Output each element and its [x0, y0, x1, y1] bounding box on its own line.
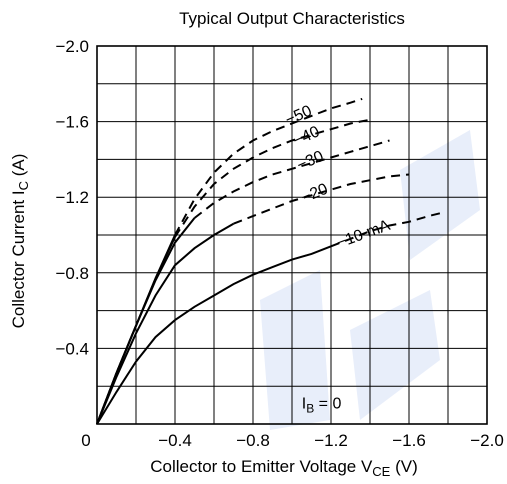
watermark-shape-1 [260, 270, 330, 430]
y-tick-label: −1.6 [55, 113, 89, 132]
plot-frame [96, 45, 488, 425]
y-tick-label: −0.8 [55, 264, 89, 283]
curve-solid-4 [96, 234, 176, 425]
y-tick-label: −2.0 [55, 37, 89, 56]
y-tick-label: −0.4 [55, 339, 89, 358]
watermark-logo [260, 130, 480, 430]
chart-title: Typical Output Characteristics [179, 9, 405, 28]
x-axis-label: Collector to Emitter Voltage VCE (V) [150, 457, 418, 479]
curve-label-2: −30 [295, 148, 327, 175]
curve-solid-1 [96, 222, 235, 425]
curve-label-4: −10 mA [334, 217, 392, 252]
curve-solid-2 [96, 217, 196, 425]
curve-dashed-3 [174, 118, 371, 238]
watermark-shape-0 [350, 290, 440, 420]
y-tick-labels: −2.0 −1.6 −1.2 −0.8 −0.4 [55, 37, 89, 358]
curve-labels: −50−40−30−20−10 mA [283, 102, 393, 252]
curve-dashed-2 [193, 139, 390, 219]
x-tick-label: 0 [81, 431, 90, 450]
ib-zero-label: IB = 0 [302, 396, 342, 416]
curve-solid-0 [96, 245, 332, 425]
y-tick-label: −1.2 [55, 188, 89, 207]
x-tick-labels: 0 −0.4 −0.8 −1.2 −1.6 −2.0 [81, 431, 504, 450]
x-tick-label: −0.4 [158, 431, 192, 450]
curve-dashed-1 [233, 173, 410, 225]
y-axis-label: Collector Current IC (A) [9, 154, 31, 329]
x-tick-label: −1.6 [392, 431, 426, 450]
x-tick-label: −0.8 [236, 431, 270, 450]
watermark-shape-2 [400, 130, 480, 260]
curves [96, 97, 445, 425]
curve-label-1: −40 [291, 123, 323, 150]
curve-dashed-4 [174, 97, 363, 236]
x-tick-label: −1.2 [314, 431, 348, 450]
curve-label-3: −20 [299, 181, 331, 207]
curve-dashed-0 [330, 211, 445, 248]
x-tick-label: −2.0 [470, 431, 504, 450]
